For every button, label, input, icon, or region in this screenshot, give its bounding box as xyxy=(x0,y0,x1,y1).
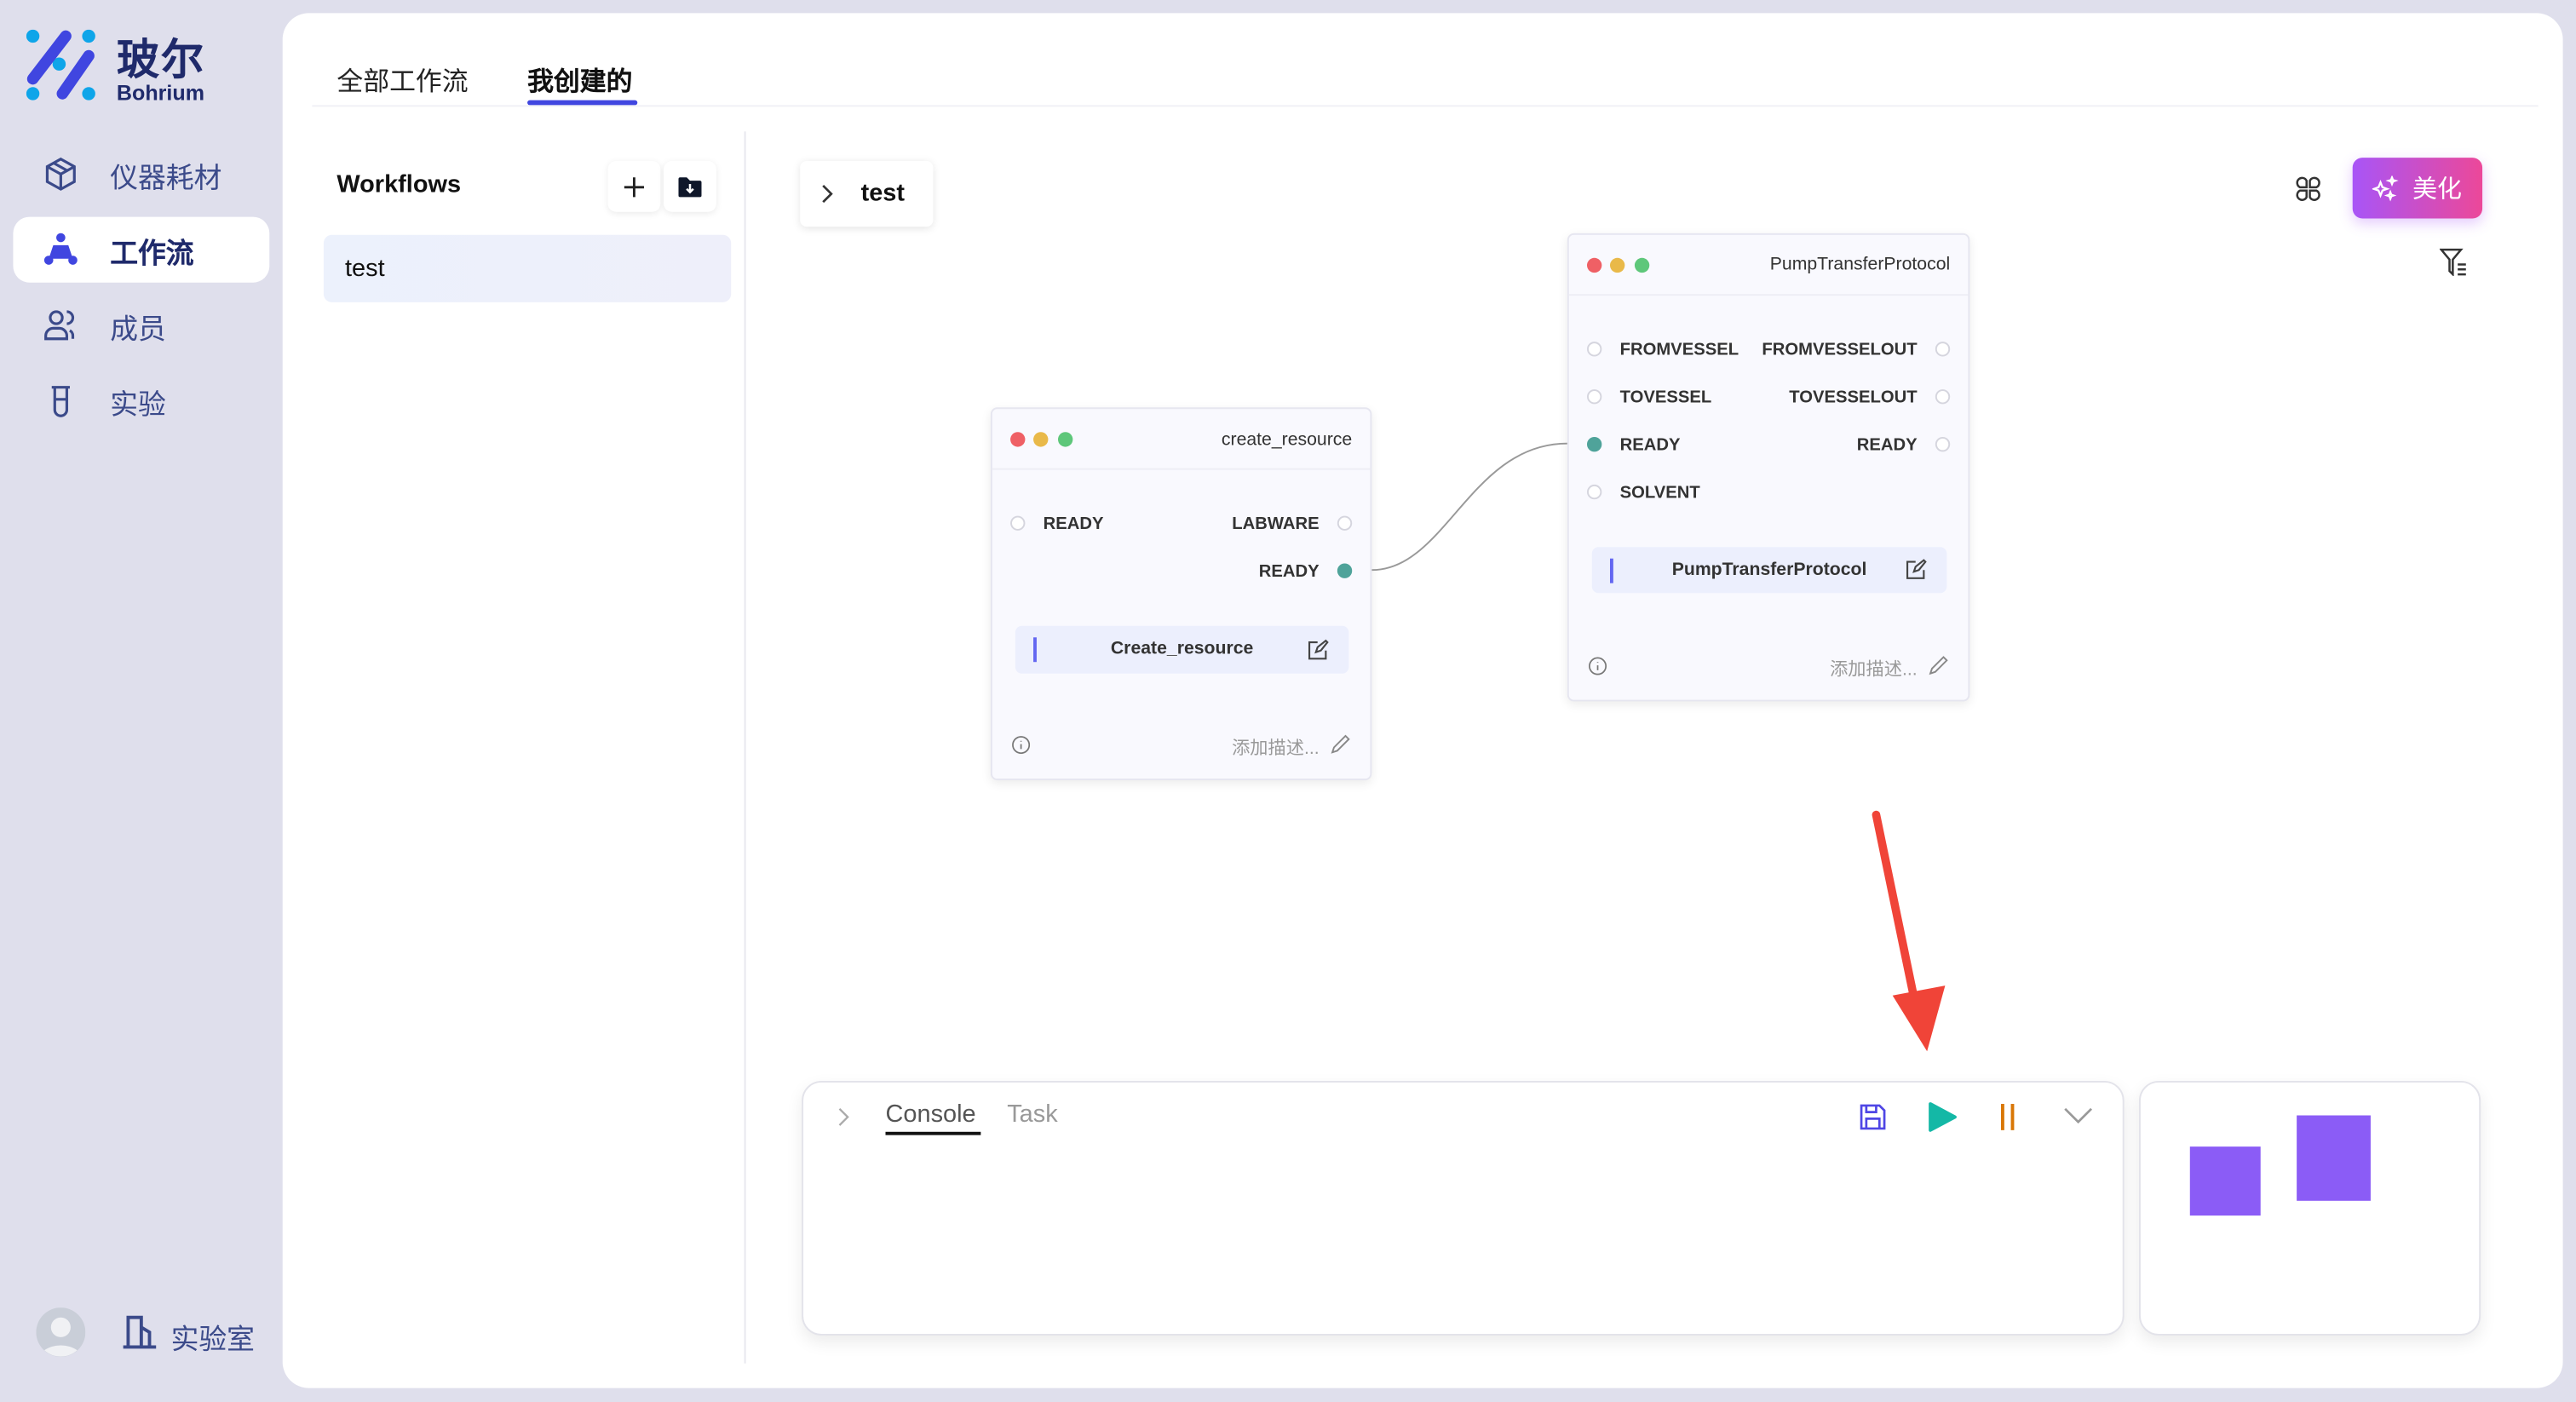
workflow-icon xyxy=(43,233,78,265)
description-placeholder[interactable]: 添加描述... xyxy=(1830,660,1918,681)
pause-icon[interactable] xyxy=(1998,1102,2017,1132)
active-tab-underline xyxy=(527,100,638,106)
edit-icon[interactable] xyxy=(1906,559,1927,580)
expand-chevron-icon[interactable] xyxy=(838,1107,849,1127)
beautify-button[interactable]: 美化 xyxy=(2352,158,2483,219)
close-dot[interactable] xyxy=(1586,257,1602,273)
workflow-list-item[interactable]: test xyxy=(323,234,732,302)
avatar[interactable] xyxy=(36,1307,86,1357)
users-icon xyxy=(44,310,75,341)
sparkles-icon xyxy=(2372,175,2400,201)
output-port-label: READY xyxy=(1258,561,1320,582)
sidebar-item-workflows[interactable]: 工作流 xyxy=(13,216,270,283)
node-header[interactable]: PumpTransferProtocol xyxy=(1568,235,1969,296)
output-port-label: TOVESSELOUT xyxy=(1789,388,1918,408)
function-name: Create_resource xyxy=(1110,639,1254,659)
panel-divider xyxy=(744,131,746,1364)
description-placeholder[interactable]: 添加描述... xyxy=(1232,738,1320,759)
sidebar-item-label: 仪器耗材 xyxy=(110,161,222,193)
output-port-label: LABWARE xyxy=(1232,514,1320,534)
chevron-down-icon[interactable] xyxy=(2063,1107,2093,1125)
box-icon xyxy=(45,157,76,191)
maximize-dot[interactable] xyxy=(1057,432,1073,447)
input-port[interactable] xyxy=(1010,515,1026,531)
brand-name-cn: 玻尔 xyxy=(116,34,206,84)
minimap[interactable] xyxy=(2138,1080,2481,1336)
sidebar-item-members[interactable]: 成员 xyxy=(13,292,269,358)
beautify-label: 美化 xyxy=(2412,175,2462,204)
sidebar-item-instruments[interactable]: 仪器耗材 xyxy=(13,141,269,207)
workflows-title: Workflows xyxy=(336,170,462,199)
save-icon[interactable] xyxy=(1858,1102,1888,1132)
sidebar-item-label: 成员 xyxy=(110,313,166,345)
console-tab-underline xyxy=(885,1131,981,1135)
minimap-node xyxy=(2297,1115,2371,1201)
input-port-label: SOLVENT xyxy=(1619,482,1700,503)
edit-icon[interactable] xyxy=(1308,639,1329,660)
tabs-divider xyxy=(312,105,2539,107)
layout-grid-icon[interactable] xyxy=(2293,174,2323,204)
sidebar-item-label: 工作流 xyxy=(110,237,194,269)
minimize-dot[interactable] xyxy=(1033,432,1049,447)
breadcrumb[interactable]: test xyxy=(800,160,934,227)
filter-icon[interactable] xyxy=(2439,248,2470,276)
output-port[interactable] xyxy=(1935,342,1951,357)
play-icon[interactable] xyxy=(1927,1100,1957,1134)
function-name: PumpTransferProtocol xyxy=(1671,560,1867,580)
console-panel: Console Task xyxy=(802,1080,2125,1336)
node-title: create_resource xyxy=(1221,430,1353,451)
tab-all-workflows[interactable]: 全部工作流 xyxy=(336,68,469,97)
input-port[interactable] xyxy=(1586,342,1602,357)
node-header[interactable]: create_resource xyxy=(992,409,1371,470)
pencil-icon[interactable] xyxy=(1331,734,1350,754)
input-port[interactable] xyxy=(1586,389,1602,405)
tab-console[interactable]: Console xyxy=(885,1100,976,1129)
beaker-icon xyxy=(51,386,70,417)
sidebar-item-experiments[interactable]: 实验 xyxy=(13,368,269,434)
output-port[interactable] xyxy=(1935,389,1951,405)
breadcrumb-current: test xyxy=(860,179,906,207)
input-port-label: FROMVESSEL xyxy=(1619,340,1739,360)
input-port[interactable] xyxy=(1586,484,1602,500)
folder-download-icon xyxy=(678,176,702,197)
building-icon xyxy=(123,1315,157,1349)
output-port[interactable] xyxy=(1337,515,1353,531)
input-port-label: READY xyxy=(1619,435,1681,456)
close-dot[interactable] xyxy=(1010,432,1026,447)
input-port-connected[interactable] xyxy=(1586,436,1602,452)
input-port-label: READY xyxy=(1043,514,1104,534)
pencil-icon[interactable] xyxy=(1929,655,1948,675)
node-create-resource[interactable]: create_resource READY LABWARE READY Crea… xyxy=(990,407,1372,781)
add-workflow-button[interactable] xyxy=(607,160,661,212)
tab-my-workflows[interactable]: 我创建的 xyxy=(527,68,633,97)
plus-icon xyxy=(624,176,644,197)
output-port-label: FROMVESSELOUT xyxy=(1762,340,1918,360)
minimize-dot[interactable] xyxy=(1609,257,1625,273)
output-port-connected[interactable] xyxy=(1337,563,1353,578)
import-workflow-button[interactable] xyxy=(664,160,716,212)
chevron-right-icon xyxy=(822,184,833,204)
lab-selector[interactable]: 实验室 xyxy=(170,1324,255,1356)
node-title: PumpTransferProtocol xyxy=(1769,254,1951,275)
output-port-label: READY xyxy=(1856,435,1918,456)
node-function-field[interactable]: PumpTransferProtocol xyxy=(1591,547,1947,594)
bohrium-logo-icon xyxy=(26,29,95,101)
output-port[interactable] xyxy=(1935,436,1951,452)
minimap-node xyxy=(2189,1146,2261,1216)
node-function-field[interactable]: Create_resource xyxy=(1015,625,1349,674)
info-icon[interactable] xyxy=(1012,736,1031,755)
tab-task[interactable]: Task xyxy=(1007,1100,1058,1129)
maximize-dot[interactable] xyxy=(1634,257,1650,273)
brand-name-en: Bohrium xyxy=(116,80,205,106)
input-port-label: TOVESSEL xyxy=(1619,388,1712,408)
node-pump-transfer-protocol[interactable]: PumpTransferProtocol FROMVESSEL TOVESSEL… xyxy=(1567,233,1970,702)
workflow-name: test xyxy=(344,254,385,283)
info-icon[interactable] xyxy=(1589,657,1607,675)
sidebar-item-label: 实验 xyxy=(110,388,166,420)
